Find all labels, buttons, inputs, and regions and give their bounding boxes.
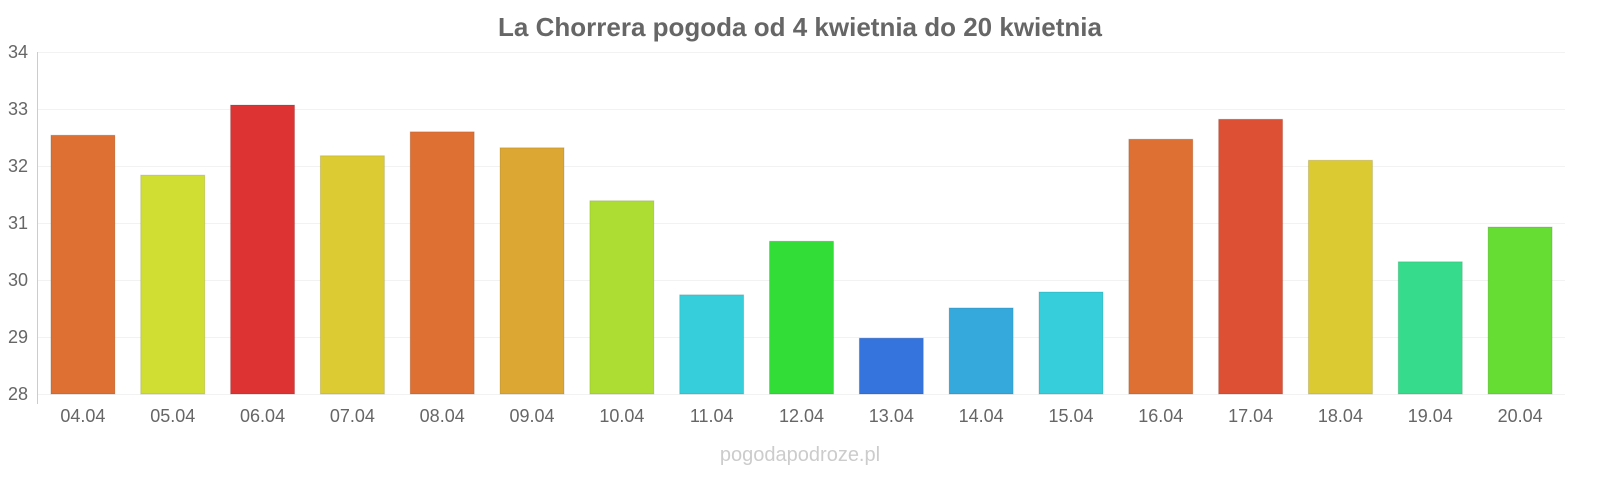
x-tick-label: 05.04 (150, 406, 195, 426)
x-tick-label: 16.04 (1138, 406, 1183, 426)
x-tick-label: 13.04 (869, 406, 914, 426)
bar-17.04 (1218, 118, 1284, 395)
x-tick-label: 14.04 (959, 406, 1004, 426)
bar-06.04 (230, 104, 296, 395)
bar-04.04 (50, 134, 116, 395)
bar-09.04 (499, 147, 565, 395)
y-tick-label: 33 (8, 99, 28, 119)
x-tick-label: 18.04 (1318, 406, 1363, 426)
bar-08.04 (409, 131, 475, 395)
bar-18.04 (1307, 159, 1373, 395)
x-tick-label: 11.04 (690, 406, 734, 426)
x-tick-label: 08.04 (420, 406, 465, 426)
bar-15.04 (1038, 291, 1104, 395)
bar-16.04 (1128, 138, 1194, 395)
y-tick-label: 32 (8, 156, 28, 176)
y-tick-label: 31 (8, 213, 28, 233)
watermark: pogodapodroze.pl (720, 444, 880, 466)
bar-14.04 (948, 307, 1014, 395)
bar-07.04 (319, 155, 385, 395)
bar-11.04 (679, 294, 745, 395)
bar-13.04 (858, 337, 924, 395)
x-tick-label: 17.04 (1228, 406, 1273, 426)
bar-05.04 (140, 174, 206, 395)
y-tick-label: 34 (8, 42, 28, 62)
x-tick-label: 09.04 (510, 406, 555, 426)
bar-20.04 (1487, 226, 1553, 395)
bar-10.04 (589, 200, 655, 395)
x-tick-label: 12.04 (779, 406, 824, 426)
x-tick-label: 15.04 (1048, 406, 1093, 426)
y-tick-label: 29 (8, 327, 28, 347)
y-tick-label: 30 (8, 270, 28, 290)
x-tick-label: 06.04 (240, 406, 285, 426)
chart-title: La Chorrera pogoda od 4 kwietnia do 20 k… (498, 12, 1102, 42)
x-tick-label: 04.04 (60, 406, 105, 426)
bar-19.04 (1397, 261, 1463, 395)
x-tick-label: 10.04 (599, 406, 644, 426)
x-tick-label: 07.04 (330, 406, 375, 426)
x-tick-label: 19.04 (1408, 406, 1453, 426)
x-tick-label: 20.04 (1498, 406, 1543, 426)
y-tick-label: 28 (8, 384, 28, 404)
bar-12.04 (769, 240, 834, 395)
